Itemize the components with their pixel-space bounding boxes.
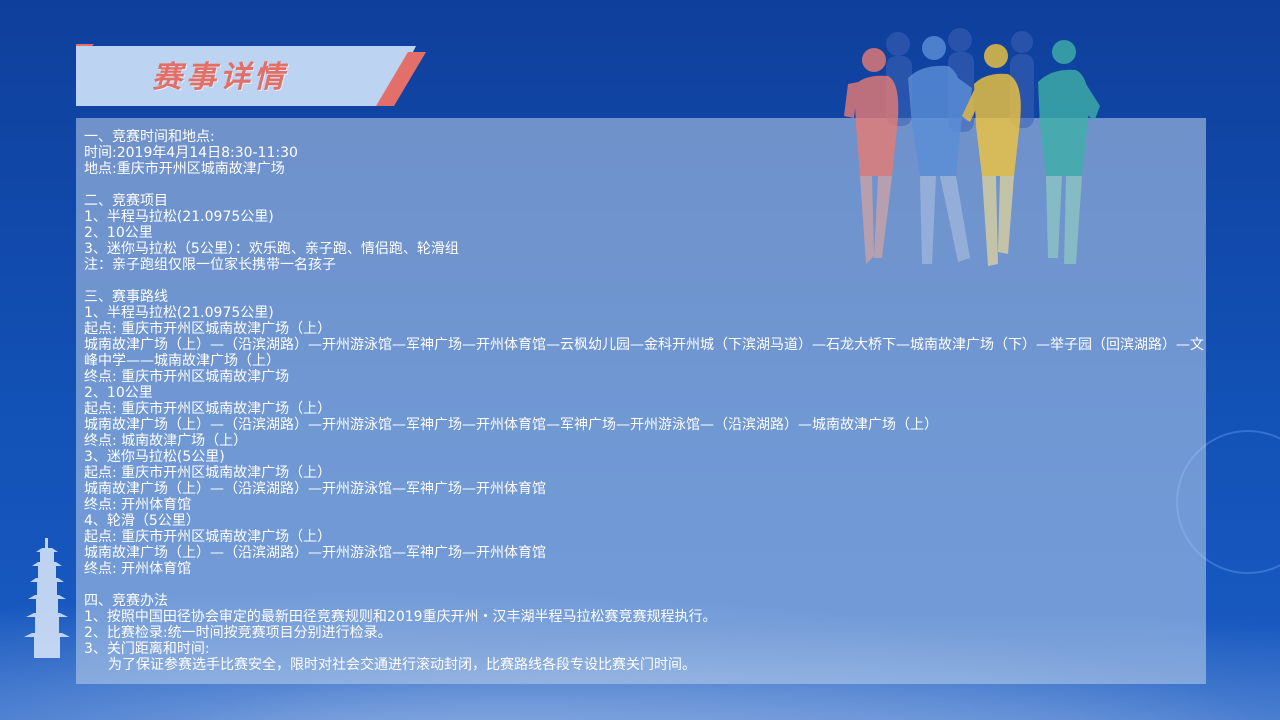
text-line: 城南故津广场（上）—（沿滨湖路）—开州游泳馆—军神广场—开州体育馆 [84,481,546,497]
text-line: 终点: 开州体育馆 [84,497,192,513]
page-title: 赛事详情 [152,60,288,95]
text-line: 起点: 重庆市开州区城南故津广场（上） [84,529,332,545]
text-line: 注：亲子跑组仅限一位家长携带一名孩子 [84,257,336,273]
text-line: 地点:重庆市开州区城南故津广场 [84,161,285,177]
section-heading: 二、竞赛项目 [84,193,168,209]
pagoda-icon [24,538,70,658]
runners-illustration-icon [844,28,1100,266]
text-line: 1、半程马拉松(21.0975公里) [84,305,274,321]
text-line: 1、按照中国田径协会审定的最新田径竞赛规则和2019重庆开州・汉丰湖半程马拉松赛… [84,609,717,625]
text-line: 2、10公里 [84,225,153,241]
content-panel [76,118,1206,684]
text-line: 起点: 重庆市开州区城南故津广场（上） [84,321,332,337]
text-line: 终点: 开州体育馆 [84,561,192,577]
text-line: 终点: 重庆市开州区城南故津广场 [84,369,290,385]
text-line: 1、半程马拉松(21.0975公里) [84,209,274,225]
text-line: 3、迷你马拉松（5公里）：欢乐跑、亲子跑、情侣跑、轮滑组 [84,241,459,257]
section-heading: 四、竞赛办法 [84,593,168,609]
section-heading: 一、竞赛时间和地点: [84,129,215,145]
event-details-text: 一、竞赛时间和地点: 时间:2019年4月14日8:30-11:30 地点:重庆… [84,129,1204,673]
text-line: 3、关门距离和时间: [84,641,210,657]
text-line: 城南故津广场（上）—（沿滨湖路）—开州游泳馆—军神广场—开州体育馆—军神广场—开… [84,417,938,433]
text-line: 4、轮滑（5公里） [84,513,200,529]
section-heading: 三、赛事路线 [84,289,168,305]
text-line: 时间:2019年4月14日8:30-11:30 [84,145,298,161]
title-banner [76,44,426,106]
text-line: 终点: 城南故津广场（上） [84,433,248,449]
text-line: 城南故津广场（上）—（沿滨湖路）—开州游泳馆—军神广场—开州体育馆—云枫幼儿园—… [84,337,1204,369]
text-line: 3、迷你马拉松(5公里) [84,449,225,465]
text-line: 起点: 重庆市开州区城南故津广场（上） [84,401,332,417]
text-line: 起点: 重庆市开州区城南故津广场（上） [84,465,332,481]
text-line-indented: 为了保证参赛选手比赛安全，限时对社会交通进行滚动封闭，比赛路线各段专设比赛关门时… [108,657,696,673]
text-line: 2、比赛检录:统一时间按竞赛项目分别进行检录。 [84,625,392,641]
text-line: 城南故津广场（上）—（沿滨湖路）—开州游泳馆—军神广场—开州体育馆 [84,545,546,561]
text-line: 2、10公里 [84,385,153,401]
